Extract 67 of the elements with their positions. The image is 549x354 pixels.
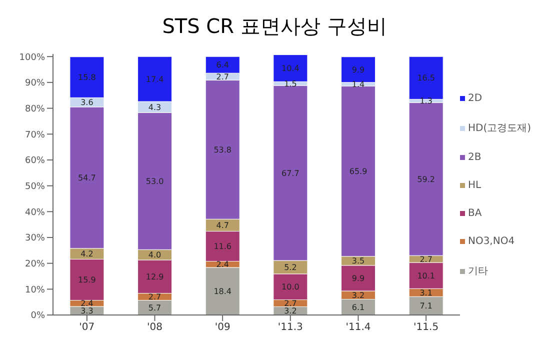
- data-label: 10.1: [417, 271, 436, 280]
- data-label: 15.8: [78, 73, 96, 82]
- y-tick-label: 40%: [24, 208, 46, 218]
- data-label: 10.0: [282, 282, 300, 292]
- data-label: 15.9: [78, 276, 96, 285]
- x-tick-label: '07: [79, 322, 95, 334]
- bar: [273, 54, 308, 82]
- y-tick-label: 80%: [24, 104, 46, 114]
- legend-label: BA: [468, 208, 482, 219]
- data-label: 59.2: [417, 174, 436, 184]
- x-tick-label: '11.5: [414, 322, 439, 334]
- data-label: 53.0: [146, 176, 164, 186]
- legend-label: HD(고경도재): [468, 122, 531, 135]
- legend-label: 기타: [468, 265, 488, 278]
- data-label: 11.6: [214, 242, 232, 252]
- data-label: 3.6: [80, 98, 94, 108]
- data-label: 2.4: [216, 260, 229, 270]
- bar: [408, 56, 444, 100]
- data-label: 6.1: [352, 302, 365, 312]
- data-label: 7.1: [420, 302, 432, 311]
- data-label: 12.9: [146, 272, 164, 282]
- data-label: 16.5: [417, 74, 436, 83]
- data-label: 2.4: [80, 299, 94, 308]
- data-label: 9.9: [352, 274, 365, 283]
- legend-label: 2B: [468, 152, 482, 163]
- data-label: 67.7: [282, 168, 300, 178]
- data-label: 4.2: [80, 250, 94, 259]
- data-label: 10.4: [282, 64, 300, 74]
- data-label: 3.2: [284, 306, 297, 316]
- y-tick-label: 10%: [24, 285, 46, 296]
- data-label: 4.0: [148, 250, 162, 260]
- data-label: 53.8: [214, 145, 232, 154]
- data-label: 3.2: [352, 290, 365, 300]
- y-tick-label: 20%: [24, 260, 46, 270]
- legend-label: NO3,NO4: [468, 236, 515, 247]
- y-tick-label: 60%: [24, 156, 46, 166]
- y-tick-label: 0%: [30, 311, 46, 322]
- data-label: 2.7: [216, 72, 229, 82]
- data-label: 3.1: [420, 288, 432, 298]
- data-label: 5.2: [284, 262, 297, 272]
- data-label: 3.3: [80, 306, 94, 316]
- data-label: 4.3: [148, 102, 162, 112]
- data-label: 17.4: [146, 74, 164, 84]
- x-tick-label: '08: [147, 322, 162, 334]
- y-tick-label: 70%: [24, 130, 46, 140]
- x-tick-label: '11.4: [346, 322, 371, 334]
- data-label: 3.5: [352, 256, 365, 266]
- data-label: 5.7: [148, 303, 162, 312]
- y-tick-label: 30%: [24, 234, 46, 244]
- data-label: 6.4: [216, 60, 229, 70]
- data-label: 2.7: [148, 292, 162, 302]
- y-tick-label: 100%: [19, 52, 46, 63]
- y-tick-label: 90%: [24, 78, 46, 89]
- bar: [341, 56, 376, 83]
- chart-title: STS CR 표면사상 구성비: [161, 13, 388, 40]
- x-tick-label: '09: [214, 322, 230, 334]
- data-label: 65.9: [349, 166, 368, 176]
- data-label: 18.4: [214, 287, 232, 296]
- data-label: 2.7: [420, 254, 432, 264]
- x-tick-label: '11.3: [278, 322, 303, 334]
- data-label: 2.7: [284, 299, 297, 308]
- legend-label: 2D: [468, 93, 482, 104]
- data-label: 9.9: [352, 65, 365, 74]
- legend-label: HL: [468, 180, 482, 191]
- y-tick-label: 50%: [24, 182, 46, 192]
- data-label: 4.7: [216, 221, 229, 230]
- data-label: 54.7: [78, 173, 96, 182]
